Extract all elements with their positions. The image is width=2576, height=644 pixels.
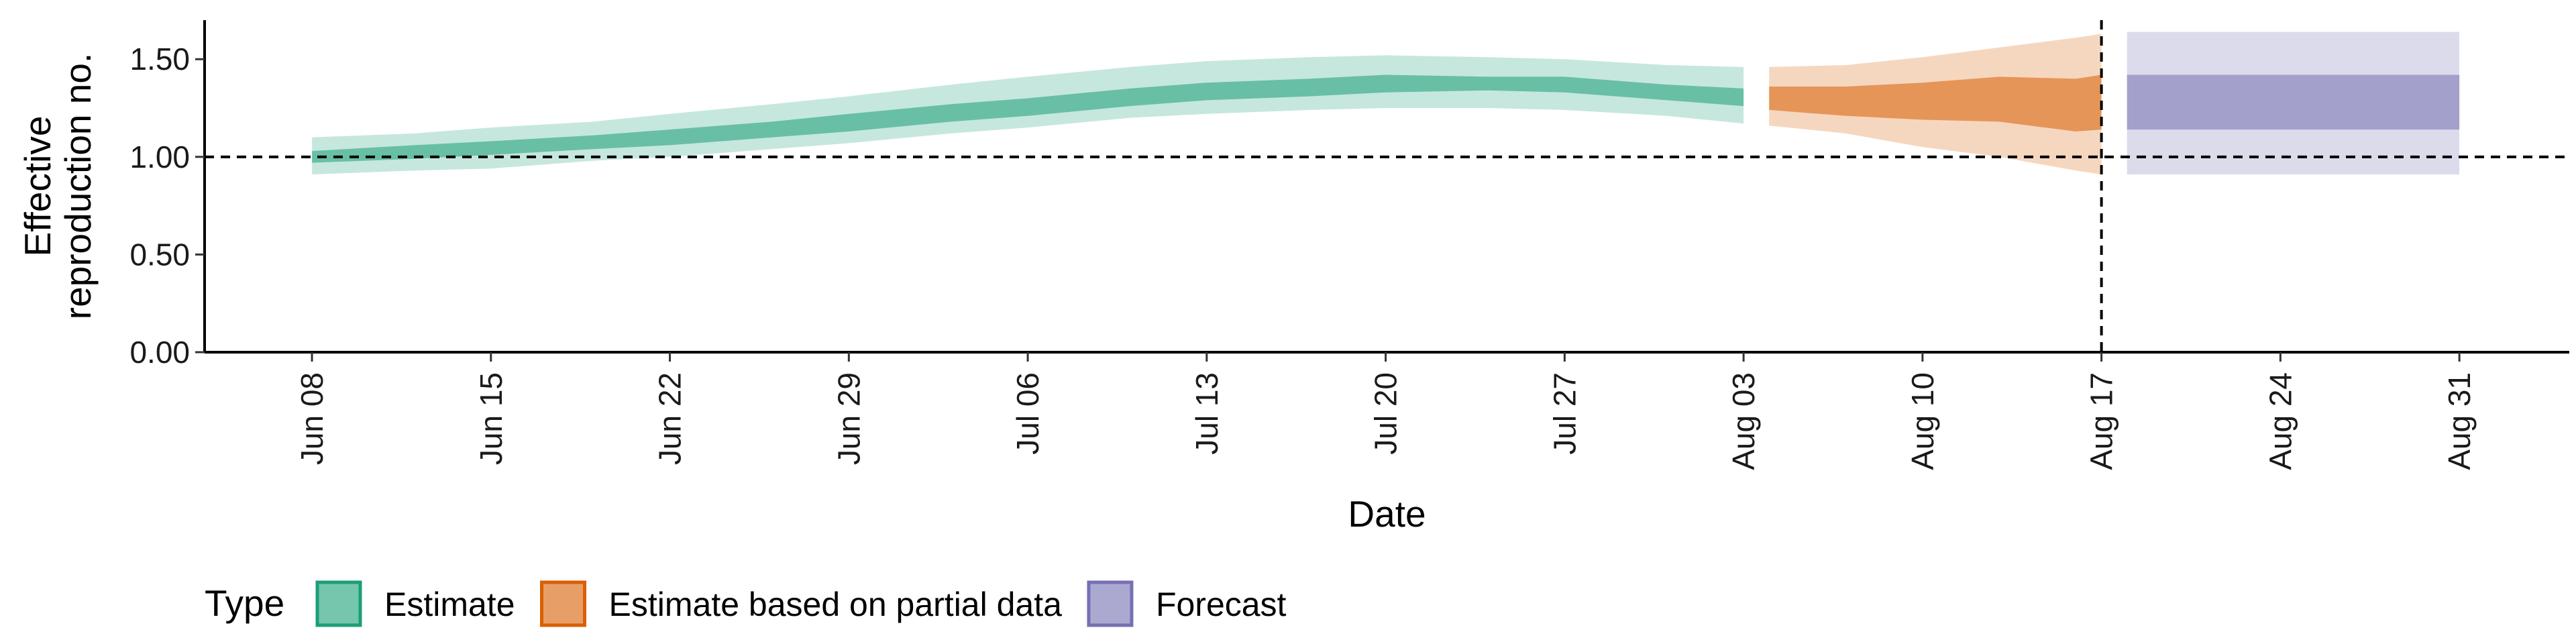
- y-tick-label: 0.00: [129, 335, 190, 370]
- x-tick-label: Aug 24: [2263, 372, 2298, 470]
- axes-layer: 0.00 0.50 1.00 1.50 Jun 08 Jun 15 Jun 22 Jun 29…: [17, 20, 2569, 535]
- legend-label-series-2: Forecast: [1156, 586, 1287, 623]
- ribbon-50-series-2: [2127, 74, 2460, 130]
- reference-line-layer: [205, 20, 2569, 352]
- x-tick-label: Aug 03: [1726, 372, 1761, 470]
- legend-label-series-0: Estimate: [384, 586, 515, 623]
- legend-label-series-1: Estimate based on partial data: [609, 586, 1063, 623]
- y-tick-label: 0.50: [129, 237, 190, 272]
- y-axis-title: Effectivereproduction no.: [17, 53, 99, 320]
- ribbon-50-series-1: [1769, 74, 2102, 131]
- legend-key-series-1: [540, 580, 587, 627]
- x-tick-label: Jun 08: [294, 372, 329, 465]
- x-tick-label: Jul 06: [1010, 372, 1045, 455]
- ribbon-50-series-0: [312, 74, 1744, 163]
- x-tick-label: Jun 22: [653, 372, 688, 465]
- legend-title: Type: [205, 582, 284, 624]
- y-axis-title-line: Effective: [17, 116, 58, 257]
- legend-key-series-2: [1087, 580, 1134, 627]
- x-tick-label: Aug 31: [2442, 372, 2477, 470]
- y-tick-label: 1.00: [129, 140, 190, 174]
- x-tick-label: Jul 20: [1368, 372, 1403, 455]
- x-tick-label: Aug 10: [1905, 372, 1940, 470]
- x-tick-label: Jun 29: [831, 372, 866, 465]
- x-tick-label: Jun 15: [474, 372, 508, 465]
- legend-key-series-0: [315, 580, 362, 627]
- y-tick-label: 1.50: [129, 42, 190, 76]
- ribbon-layer: [312, 32, 2460, 175]
- x-tick-label: Jul 13: [1189, 372, 1224, 455]
- x-tick-label: Aug 17: [2084, 372, 2119, 470]
- legend: Type Estimate Estimate based on partial da…: [205, 580, 1287, 627]
- y-axis-title-line: reproduction no.: [57, 53, 99, 320]
- x-axis-title: Date: [1348, 493, 1426, 535]
- x-tick-label: Jul 27: [1547, 372, 1582, 455]
